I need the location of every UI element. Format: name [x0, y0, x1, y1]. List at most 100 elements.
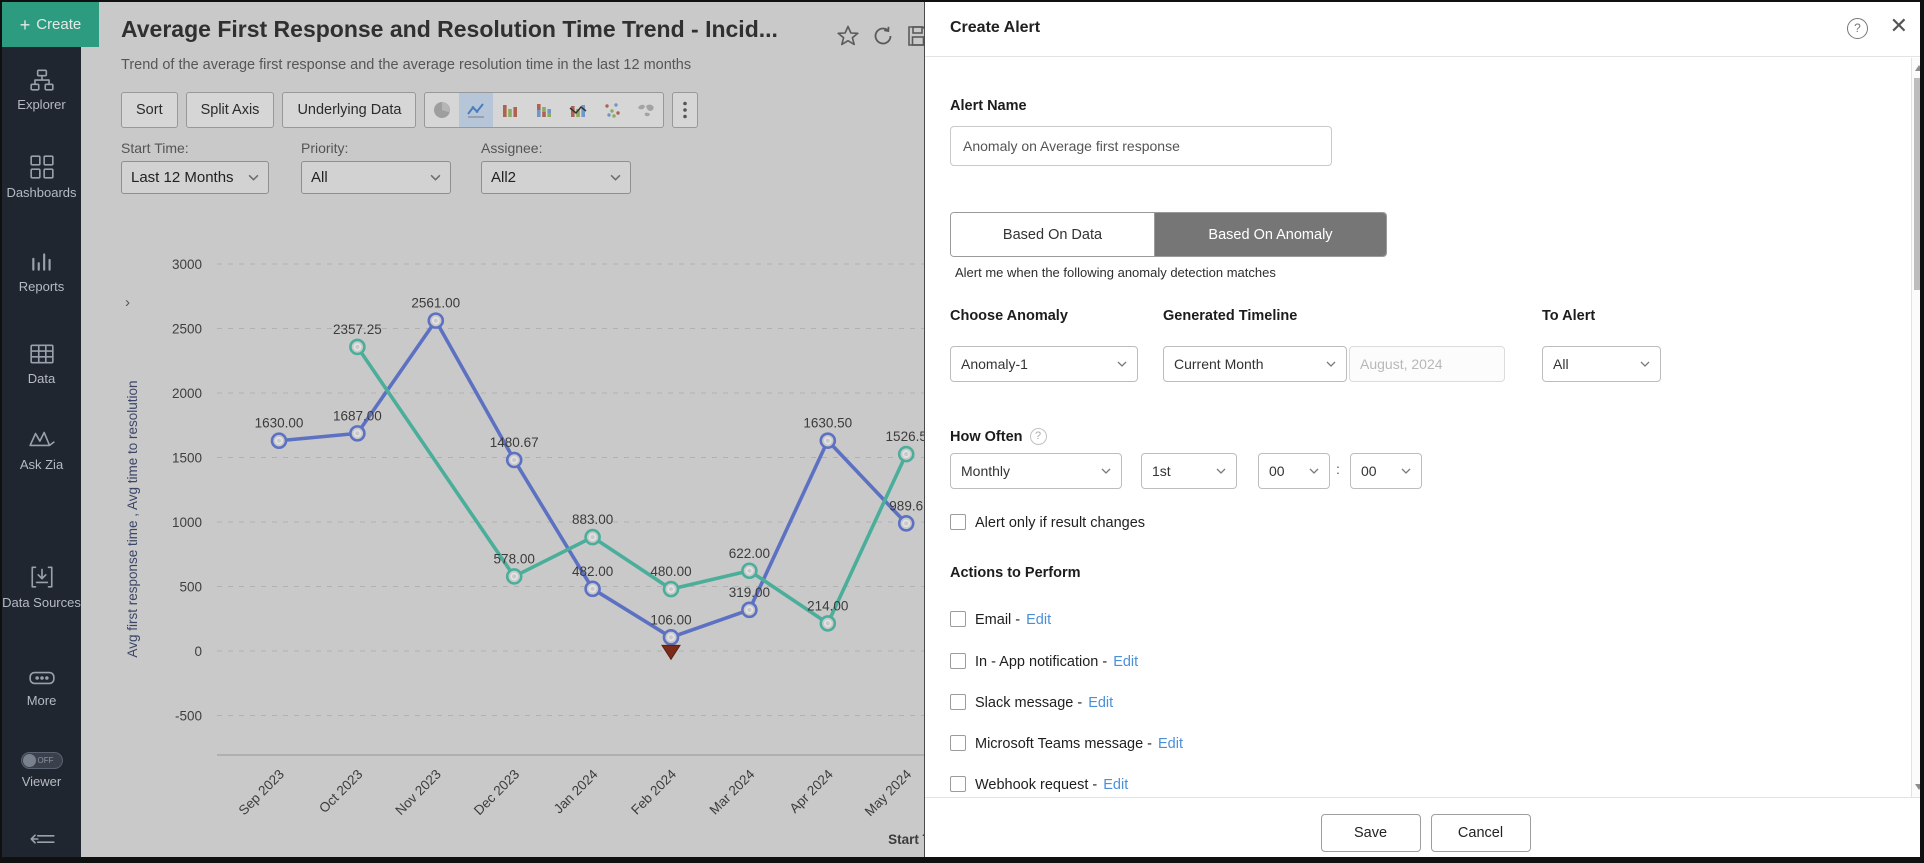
alert-mode-tabs: Based On Data Based On Anomaly	[950, 212, 1387, 257]
svg-text:1500: 1500	[172, 451, 202, 466]
sidebar-item-label: Reports	[18, 279, 65, 294]
teams-checkbox[interactable]	[950, 735, 966, 751]
in-app-checkbox[interactable]	[950, 653, 966, 669]
report-area: Average First Response and Resolution Ti…	[81, 2, 1021, 857]
scatter-chart-icon[interactable]	[595, 93, 629, 127]
close-icon[interactable]: ✕	[1889, 13, 1908, 38]
tab-based-on-data[interactable]: Based On Data	[951, 213, 1155, 256]
chevron-down-icon	[1401, 468, 1411, 474]
webhook-edit-link[interactable]: Edit	[1103, 777, 1129, 793]
viewer-toggle-item[interactable]: OFF Viewer	[2, 752, 81, 790]
svg-text:Jan 2024: Jan 2024	[551, 766, 601, 816]
svg-text:622.00: 622.00	[729, 546, 770, 561]
sidebar-item-data-sources[interactable]: Data Sources	[2, 564, 81, 611]
cancel-button[interactable]: Cancel	[1430, 814, 1531, 852]
alert-name-input[interactable]	[950, 126, 1332, 166]
action-label: Webhook request -	[975, 777, 1098, 793]
sidebar-item-label: Data	[27, 371, 56, 386]
help-icon[interactable]: ?	[1847, 18, 1868, 39]
minute-dropdown[interactable]: 00	[1350, 453, 1422, 489]
chart-type-group	[424, 92, 665, 128]
svg-text:2500: 2500	[172, 322, 202, 337]
svg-text:1630.50: 1630.50	[803, 416, 852, 431]
email-edit-link[interactable]: Edit	[1026, 612, 1052, 628]
assignee-dropdown[interactable]: All2	[481, 161, 631, 194]
create-button[interactable]: + Create	[2, 2, 99, 47]
panel-footer: Save Cancel	[925, 797, 1920, 857]
refresh-icon[interactable]	[871, 24, 895, 53]
slack-checkbox[interactable]	[950, 694, 966, 710]
toolbar-overflow-menu[interactable]	[672, 92, 699, 128]
svg-text:482.00: 482.00	[572, 564, 613, 579]
in-app-edit-link[interactable]: Edit	[1113, 654, 1139, 670]
svg-text:Sep 2023: Sep 2023	[236, 767, 287, 818]
alert-name-label: Alert Name	[950, 98, 1027, 114]
dropdown-value: Monthly	[961, 463, 1011, 479]
pie-chart-icon[interactable]	[425, 93, 459, 127]
start-time-dropdown[interactable]: Last 12 Months	[121, 161, 269, 194]
favorite-star-icon[interactable]	[836, 24, 860, 53]
svg-text:1687.00: 1687.00	[333, 408, 382, 423]
toggle-knob	[22, 754, 36, 767]
stacked-bar-chart-icon[interactable]	[527, 93, 561, 127]
filter-bar: Start Time: Last 12 Months Priority: All…	[81, 140, 924, 202]
sidebar-item-explorer[interactable]: Explorer	[2, 68, 81, 113]
viewer-toggle[interactable]: OFF	[20, 752, 63, 769]
webhook-checkbox[interactable]	[950, 776, 966, 792]
sidebar-item-reports[interactable]: Reports	[2, 248, 81, 295]
svg-text:1480.67: 1480.67	[490, 435, 539, 450]
create-alert-panel: Create Alert ? ✕ Alert Name Based On Dat…	[924, 2, 1920, 857]
sidebar-item-dashboards[interactable]: Dashboards	[2, 154, 81, 201]
to-alert-label: To Alert	[1542, 308, 1596, 324]
panel-header: Create Alert ? ✕	[925, 2, 1920, 57]
sidebar-item-label: Dashboards	[6, 185, 77, 200]
time-colon: :	[1336, 461, 1340, 477]
alert-only-checkbox[interactable]	[950, 514, 966, 530]
trend-line-chart: 3000 2500 2000 1500 1000 500 0 -500 Sep 2023 Oct …	[125, 257, 1021, 847]
panel-title: Create Alert	[950, 19, 1041, 36]
collapse-sidebar-button[interactable]	[2, 830, 81, 853]
panel-scrollbar[interactable]	[1911, 58, 1920, 797]
toggle-state-label: OFF	[37, 756, 54, 765]
save-button[interactable]: Save	[1320, 814, 1421, 852]
email-checkbox[interactable]	[950, 611, 966, 627]
sidebar-item-ask-zia[interactable]: Ask Zia	[2, 428, 81, 473]
chevron-down-icon	[1309, 468, 1319, 474]
tab-based-on-anomaly[interactable]: Based On Anomaly	[1155, 213, 1386, 256]
combo-chart-icon[interactable]	[561, 93, 595, 127]
actions-heading: Actions to Perform	[950, 565, 1081, 581]
scroll-up-icon[interactable]	[1915, 65, 1920, 71]
day-dropdown[interactable]: 1st	[1141, 453, 1237, 489]
sidebar-item-more[interactable]: More	[2, 668, 81, 709]
teams-edit-link[interactable]: Edit	[1158, 736, 1184, 752]
frequency-dropdown[interactable]: Monthly	[950, 453, 1122, 489]
line-chart-icon[interactable]	[459, 93, 494, 127]
to-alert-dropdown[interactable]: All	[1542, 346, 1661, 382]
generated-timeline-label: Generated Timeline	[1163, 308, 1298, 324]
underlying-data-button[interactable]: Underlying Data	[282, 92, 417, 128]
timeline-date-field: August, 2024	[1349, 346, 1505, 382]
how-often-text: How Often	[950, 429, 1023, 445]
hour-dropdown[interactable]: 00	[1258, 453, 1330, 489]
map-chart-icon[interactable]	[629, 93, 663, 127]
scroll-down-icon[interactable]	[1915, 784, 1920, 790]
slack-edit-link[interactable]: Edit	[1088, 695, 1114, 711]
sidebar-item-data[interactable]: Data	[2, 342, 81, 387]
generated-timeline-dropdown[interactable]: Current Month	[1163, 346, 1347, 382]
sidebar-item-label: More	[26, 693, 57, 708]
bar-chart-icon[interactable]	[493, 93, 527, 127]
svg-text:106.00: 106.00	[650, 612, 691, 627]
chevron-down-icon	[610, 174, 621, 181]
action-label: Email -	[975, 612, 1021, 628]
sidebar-item-label: Data Sources	[2, 595, 81, 610]
choose-anomaly-dropdown[interactable]: Anomaly-1	[950, 346, 1138, 382]
split-axis-button[interactable]: Split Axis	[185, 92, 275, 128]
sort-button[interactable]: Sort	[121, 92, 178, 128]
how-often-help-icon[interactable]: ?	[1029, 428, 1047, 445]
priority-dropdown[interactable]: All	[301, 161, 451, 194]
svg-text:2000: 2000	[172, 386, 202, 401]
svg-text:2357.25: 2357.25	[333, 322, 382, 337]
scrollbar-thumb[interactable]	[1914, 78, 1920, 290]
action-label: In - App notification -	[975, 654, 1108, 670]
